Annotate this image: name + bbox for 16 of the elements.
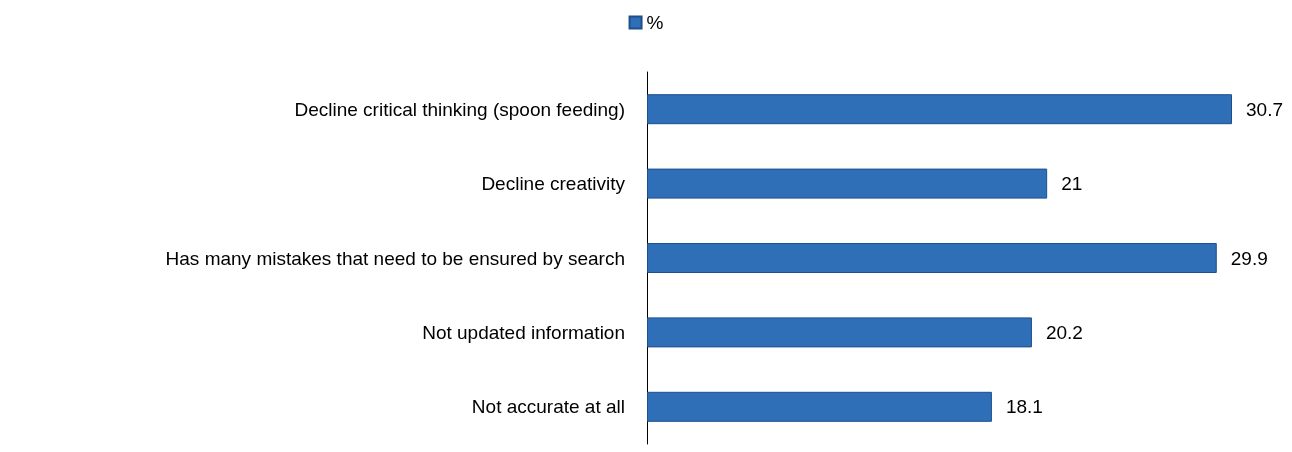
data-label: 29.9	[1230, 247, 1268, 269]
y-tick-label: Has many mistakes that need to be ensured by search	[165, 247, 625, 269]
y-tick-label: Decline critical thinking (spoon feeding)	[294, 98, 625, 120]
bar	[647, 243, 1217, 273]
data-label: 21	[1061, 173, 1083, 195]
bar	[647, 168, 1048, 199]
bar	[647, 94, 1232, 125]
data-label: 30.7	[1246, 98, 1283, 120]
data-label: 20.2	[1045, 321, 1083, 343]
bar	[647, 317, 1032, 348]
y-tick-label: Decline creativity	[481, 173, 626, 195]
y-tick-label: Not accurate at all	[471, 396, 625, 418]
data-label: 18.1	[1005, 396, 1043, 418]
bar	[647, 391, 992, 422]
legend-label: %	[646, 12, 664, 33]
y-tick-label: Not updated information	[422, 321, 625, 343]
